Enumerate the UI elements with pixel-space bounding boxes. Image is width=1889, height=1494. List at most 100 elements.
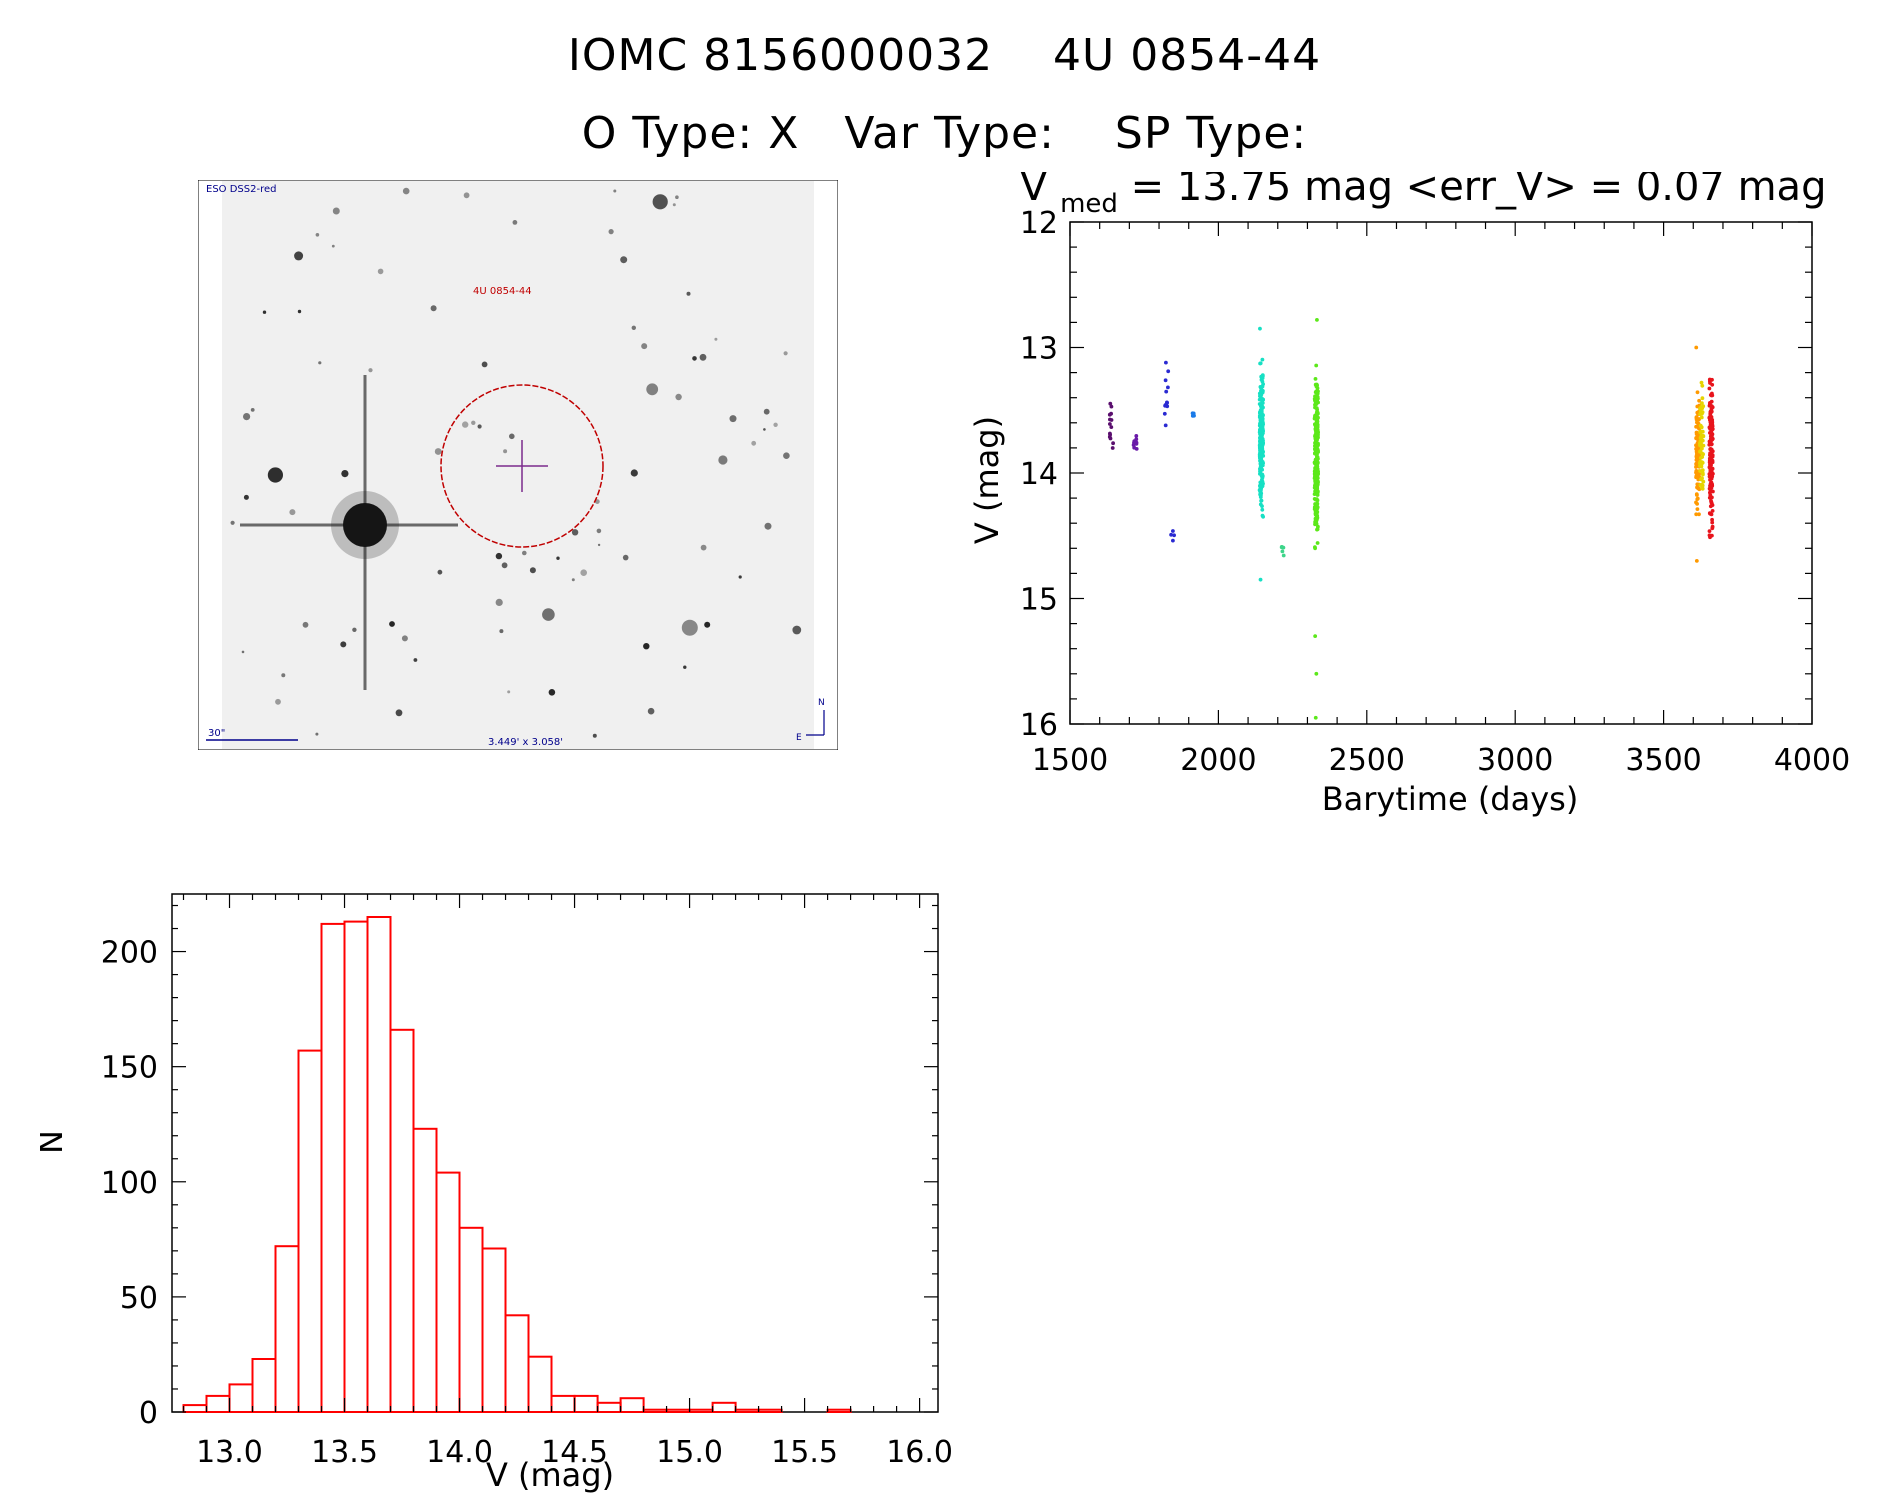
light-curve-ytick-label: 16 (1020, 708, 1058, 743)
star (262, 310, 267, 314)
light-curve-point (1108, 422, 1112, 426)
light-curve-point (1696, 477, 1701, 482)
light-curve-point (1164, 360, 1168, 365)
star (783, 452, 790, 460)
star (434, 448, 442, 455)
star (413, 658, 418, 662)
star (643, 643, 650, 650)
light-curve-point (1165, 404, 1170, 409)
light-curve-plot-area: 1500 2000 2500 3000 3500 4000 12 13 14 15 16 (1020, 206, 1850, 778)
light-curve-point (1259, 460, 1264, 464)
light-curve-point (1169, 532, 1173, 537)
light-curve-point (1165, 400, 1169, 405)
star (763, 408, 770, 415)
light-curve-xtick-label: 1500 (1032, 743, 1108, 778)
histogram-plot-area: 13.0 13.5 14.0 14.5 15.0 15.5 16.0 0 50 100 150 200 (101, 893, 953, 1470)
star (340, 641, 347, 648)
star (481, 361, 488, 368)
light-curve-point (1313, 480, 1318, 484)
light-curve-point (1710, 524, 1715, 529)
star (275, 698, 281, 705)
light-curve-point (1315, 449, 1319, 454)
light-curve-point (1708, 453, 1712, 458)
title-v: V (1020, 172, 1048, 210)
histogram-bar (458, 1226, 484, 1413)
light-curve-point (1707, 533, 1712, 538)
histogram-bar (504, 1314, 530, 1413)
light-curve-point (1709, 406, 1714, 411)
light-curve-point (1313, 405, 1317, 410)
light-curve-point (1700, 446, 1704, 451)
survey-label: ESO DSS2-red (206, 184, 276, 195)
light-curve-point (1696, 486, 1701, 491)
light-curve-point (1694, 345, 1699, 350)
light-curve-point (1134, 434, 1139, 438)
star (243, 494, 249, 500)
light-curve-point (1279, 545, 1284, 549)
histogram-chart: 13.0 13.5 14.0 14.5 15.0 15.5 16.0 0 50 100 150 200… (40, 893, 953, 1494)
star (297, 309, 302, 314)
star (471, 420, 476, 425)
light-curve-point (1162, 411, 1167, 416)
star (686, 291, 691, 296)
histogram-bar (297, 1049, 323, 1413)
star (463, 192, 470, 199)
star (495, 598, 503, 606)
light-curve-point (1707, 386, 1712, 391)
light-curve-point (1699, 415, 1704, 420)
star (503, 449, 508, 454)
light-curve-point (1259, 449, 1264, 453)
star (462, 421, 469, 428)
histogram-bar (711, 1401, 737, 1413)
light-curve-point (1260, 426, 1265, 431)
light-curve-point (1316, 443, 1320, 448)
light-curve-point (1107, 435, 1112, 439)
light-curve-point (1260, 390, 1265, 395)
star (596, 528, 602, 534)
light-curve-point (1709, 399, 1714, 404)
light-curve-point (1258, 361, 1263, 366)
light-curve-point (1694, 500, 1698, 505)
star (692, 356, 697, 361)
light-curve-point (1259, 438, 1263, 442)
light-curve-point (1698, 435, 1703, 440)
light-curve-xtick-label: 3500 (1625, 743, 1701, 778)
light-curve-point (1171, 538, 1175, 543)
light-curve-point (1710, 509, 1715, 513)
light-curve-point (1694, 424, 1698, 429)
light-curve-point (1258, 577, 1263, 582)
histogram-xlabel: V (mag) (486, 1456, 614, 1494)
light-curve-point (1163, 423, 1168, 428)
light-curve-point (1257, 443, 1262, 448)
star (792, 625, 802, 635)
histogram-bar (228, 1383, 254, 1414)
light-curve-point (1697, 512, 1701, 517)
light-curve-point (1709, 499, 1713, 503)
light-curve-point (1707, 529, 1712, 533)
histogram-ytick-label: 100 (101, 1166, 158, 1201)
light-curve-point (1315, 461, 1320, 465)
histogram-bar (596, 1401, 622, 1413)
light-curve-point (1166, 369, 1171, 374)
star (509, 433, 515, 440)
light-curve-point (1700, 383, 1705, 388)
fov-label: 3.449' x 3.058' (488, 737, 563, 748)
object-label: 4U 0854-44 (473, 286, 532, 297)
light-curve-point (1700, 396, 1705, 401)
star (401, 635, 408, 642)
star (652, 194, 668, 210)
star (630, 469, 638, 477)
light-curve-ytick-label: 14 (1020, 457, 1058, 492)
histogram-bar (826, 1408, 852, 1414)
light-curve-point (1707, 465, 1712, 470)
light-curve-point (1260, 479, 1265, 484)
light-curve-point (1108, 431, 1112, 436)
light-curve-point (1700, 460, 1705, 465)
light-curve-point (1709, 435, 1714, 440)
light-curve-point (1259, 472, 1264, 477)
star (699, 353, 707, 361)
star (499, 629, 504, 634)
light-curve-point (1314, 382, 1319, 387)
light-curve-xlabel: Barytime (days) (1322, 780, 1579, 818)
light-curve-ylabel: V (mag) (968, 416, 1006, 544)
